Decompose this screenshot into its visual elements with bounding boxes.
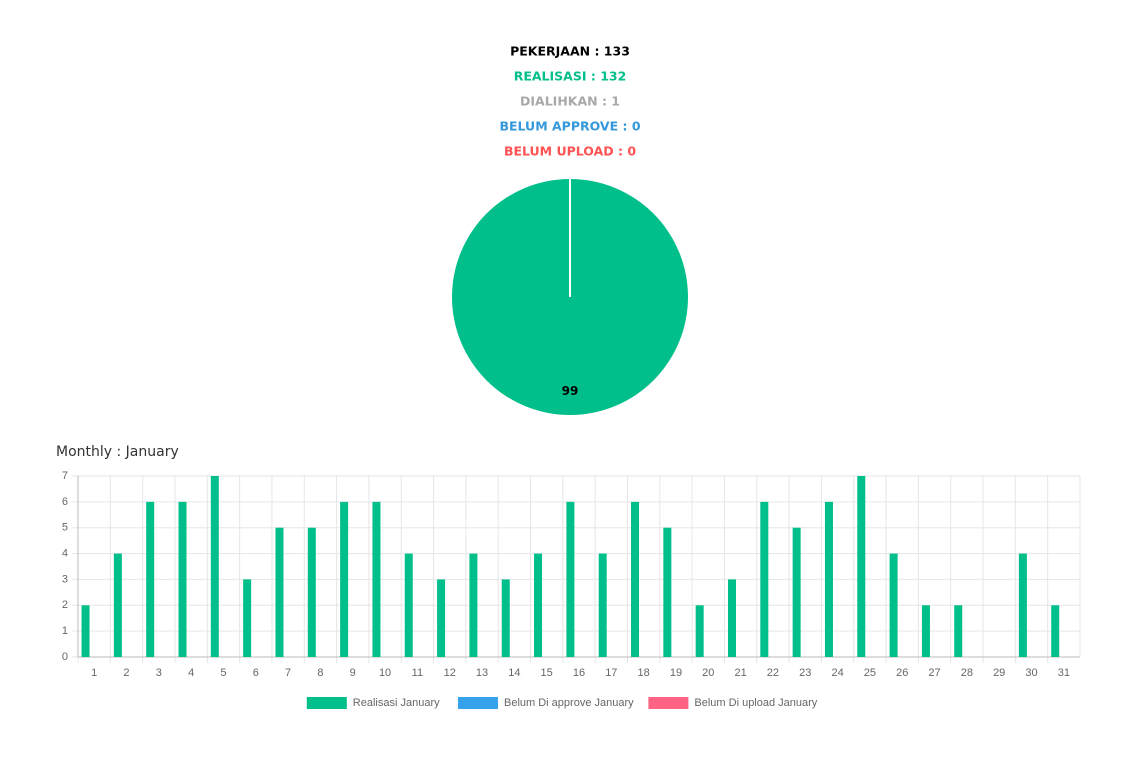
bar [404, 553, 413, 657]
bar [81, 605, 90, 657]
x-tick-label: 27 [928, 667, 940, 679]
x-tick-label: 7 [285, 667, 291, 679]
y-tick-label: 7 [62, 470, 68, 482]
x-tick-label: 22 [767, 667, 779, 679]
y-tick-label: 6 [62, 496, 68, 508]
bar [275, 527, 284, 657]
bar [857, 476, 866, 657]
x-tick-label: 24 [831, 667, 843, 679]
bar [889, 553, 898, 657]
bar [824, 501, 833, 657]
x-tick-label: 13 [476, 667, 488, 679]
legend-swatch [306, 697, 347, 709]
bar [340, 501, 349, 657]
bar [566, 501, 575, 657]
x-tick-label: 6 [253, 667, 259, 679]
bar [727, 579, 736, 657]
x-tick-label: 1 [91, 667, 97, 679]
legend-swatch [458, 697, 498, 709]
x-tick-label: 20 [702, 667, 714, 679]
bar [760, 501, 769, 657]
x-tick-label: 8 [317, 667, 323, 679]
x-tick-label: 17 [605, 667, 617, 679]
summary-line: BELUM APPROVE : 0 [499, 119, 640, 134]
bar [1018, 553, 1027, 657]
bar [598, 553, 607, 657]
bar [210, 476, 219, 657]
bar [501, 579, 510, 657]
bar [1051, 605, 1060, 657]
legend-label: Belum Di approve January [504, 697, 634, 709]
x-tick-label: 31 [1058, 667, 1070, 679]
x-tick-label: 23 [799, 667, 811, 679]
bar [469, 553, 478, 657]
summary-line: BELUM UPLOAD : 0 [504, 144, 636, 159]
x-tick-label: 29 [993, 667, 1005, 679]
x-tick-label: 21 [734, 667, 746, 679]
x-tick-label: 16 [573, 667, 585, 679]
bar [631, 501, 640, 657]
summary-line: REALISASI : 132 [514, 69, 627, 84]
y-tick-label: 1 [62, 625, 68, 637]
x-tick-label: 3 [156, 667, 162, 679]
x-tick-label: 11 [412, 667, 423, 679]
bar [178, 501, 187, 657]
legend-label: Belum Di upload January [694, 697, 817, 709]
x-tick-label: 18 [638, 667, 650, 679]
x-tick-label: 5 [220, 667, 226, 679]
bar [695, 605, 704, 657]
x-tick-label: 30 [1025, 667, 1037, 679]
bar [534, 553, 543, 657]
slice-label: 99 [562, 384, 579, 398]
x-tick-label: 26 [896, 667, 908, 679]
x-tick-label: 10 [379, 667, 391, 679]
bar [921, 605, 930, 657]
legend-swatch [648, 697, 689, 709]
summary-line: PEKERJAAN : 133 [510, 44, 630, 59]
bar [243, 579, 252, 657]
y-tick-label: 2 [62, 599, 68, 611]
summary-line: DIALIHKAN : 1 [520, 94, 620, 109]
bar [372, 501, 381, 657]
x-tick-label: 2 [123, 667, 129, 679]
y-tick-label: 4 [62, 547, 68, 559]
bar [792, 527, 801, 657]
x-tick-label: 12 [444, 667, 456, 679]
x-tick-label: 4 [188, 667, 194, 679]
x-tick-label: 25 [864, 667, 876, 679]
bar [954, 605, 963, 657]
chart-title: Monthly : January [56, 444, 179, 460]
y-tick-label: 5 [62, 522, 68, 534]
bar [307, 527, 316, 657]
y-tick-label: 3 [62, 573, 68, 585]
x-tick-label: 15 [541, 667, 553, 679]
bar [663, 527, 672, 657]
legend-label: Realisasi January [353, 697, 440, 709]
bar [437, 579, 446, 657]
x-tick-label: 19 [670, 667, 682, 679]
bar [113, 553, 122, 657]
x-tick-label: 28 [961, 667, 973, 679]
x-tick-label: 14 [508, 667, 520, 679]
y-tick-label: 0 [62, 651, 68, 663]
bar [146, 501, 155, 657]
x-tick-label: 9 [350, 667, 356, 679]
